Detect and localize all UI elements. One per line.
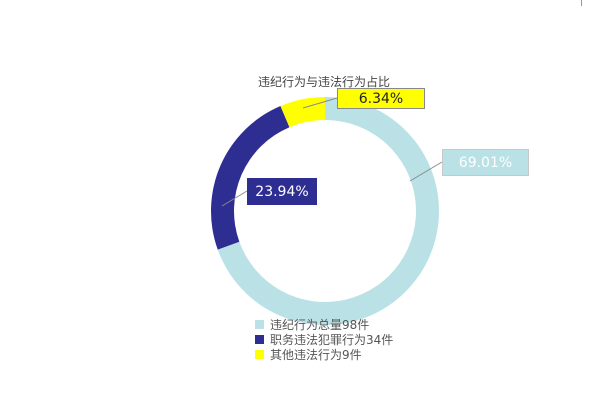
legend-swatch: [255, 320, 264, 329]
leader-line-disciplinary: [409, 161, 443, 182]
chart-title: 违纪行为与违法行为占比: [258, 75, 391, 89]
legend: 违纪行为总量98件 职务违法犯罪行为34件 其他违法行为9件: [255, 317, 393, 362]
legend-swatch: [255, 335, 264, 344]
slice-duty-crime: [211, 106, 290, 250]
legend-label: 违纪行为总量98件: [270, 318, 370, 332]
legend-swatch: [255, 350, 264, 359]
legend-item-other: 其他违法行为9件: [255, 347, 393, 362]
legend-label: 其他违法行为9件: [270, 348, 362, 362]
corner-mark: [581, 0, 582, 6]
slice-label-other: 6.34%: [337, 88, 425, 109]
legend-item-duty-crime: 职务违法犯罪行为34件: [255, 332, 393, 347]
legend-item-disciplinary: 违纪行为总量98件: [255, 317, 393, 332]
leader-line-other: [302, 97, 338, 109]
slice-label-duty-crime: 23.94%: [247, 178, 317, 205]
legend-label: 职务违法犯罪行为34件: [270, 333, 394, 347]
leader-line-duty-crime: [221, 190, 248, 207]
slice-label-disciplinary: 69.01%: [442, 149, 529, 176]
